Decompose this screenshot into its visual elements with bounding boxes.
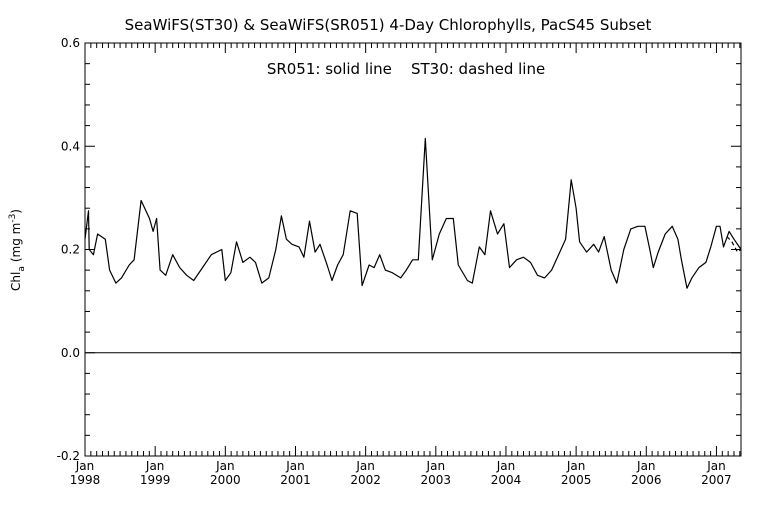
y-tick-label: 0.2 [61, 243, 80, 257]
x-tick-month-label: Jan [285, 459, 305, 473]
x-tick-month-label: Jan [636, 459, 656, 473]
x-tick-year-label: 2003 [421, 473, 452, 487]
x-tick-year-label: 2000 [210, 473, 241, 487]
y-label-unit: (mg m [9, 223, 23, 263]
x-tick-month-label: Jan [706, 459, 726, 473]
plot-frame [84, 42, 742, 457]
x-tick-month-label: Jan [355, 459, 375, 473]
x-tick-year-label: 2002 [350, 473, 381, 487]
x-tick-month-label: Jan [215, 459, 235, 473]
x-tick-year-label: 2005 [561, 473, 592, 487]
y-tick-label: 0.0 [61, 346, 80, 360]
y-tick-label: 0.4 [61, 139, 80, 153]
series-line-sr051 [84, 137, 742, 289]
series-layer [84, 137, 742, 289]
y-tick-label: 0.6 [61, 36, 80, 50]
y-label-exponent: -3 [8, 214, 18, 223]
x-tick-year-label: 2007 [701, 473, 732, 487]
x-tick-year-label: 2004 [491, 473, 522, 487]
x-tick-month-label: Jan [426, 459, 446, 473]
y-label-close: ) [9, 209, 23, 214]
x-axis-ticks: Jan1998Jan1999Jan2000Jan2001Jan2002Jan20… [70, 43, 741, 487]
x-tick-year-label: 1998 [70, 473, 101, 487]
x-tick-month-label: Jan [566, 459, 586, 473]
y-label-main: Chl [9, 272, 23, 291]
y-tick-label: -0.2 [57, 449, 80, 463]
y-axis-label: Chla (mg m-3) [8, 209, 27, 291]
x-tick-month-label: Jan [496, 459, 516, 473]
x-tick-year-label: 1999 [140, 473, 171, 487]
chart-title: SeaWiFS(ST30) & SeaWiFS(SR051) 4-Day Chl… [125, 16, 652, 34]
series-line-st30 [726, 236, 742, 253]
x-tick-month-label: Jan [145, 459, 165, 473]
x-tick-month-label: Jan [75, 459, 95, 473]
line-style-annotation: SR051: solid line ST30: dashed line [267, 60, 545, 78]
y-label-subscript: a [17, 266, 27, 272]
x-tick-year-label: 2001 [280, 473, 311, 487]
x-tick-year-label: 2006 [631, 473, 662, 487]
